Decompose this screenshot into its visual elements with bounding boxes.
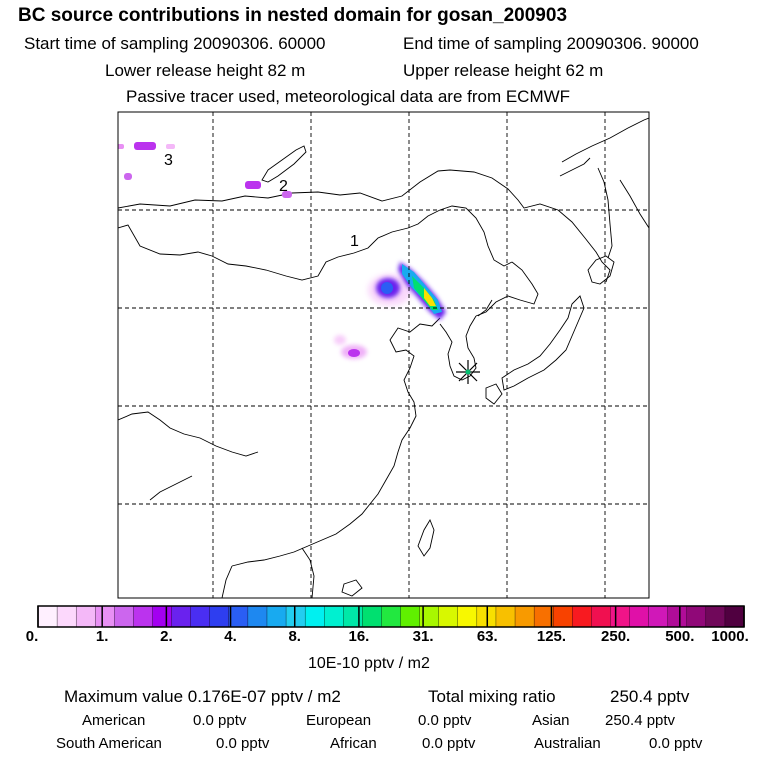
region-value-asian: 250.4 pptv [605,712,676,729]
colorbar-swatch [648,605,669,628]
colorbar-tick-label: 4. [224,628,237,645]
region-value-south-american: 0.0 pptv [216,735,270,752]
colorbar-tick-label: 8. [288,628,301,645]
colorbar-tick-label: 125. [536,628,567,645]
region-name-african: African [330,735,377,752]
colorbar-tick-label: 2. [160,628,173,645]
region-name-australian: Australian [534,735,601,752]
colorbar-swatch [381,605,402,628]
colorbar-swatch [343,605,363,628]
colorbar-swatch [438,605,459,628]
colorbar-swatch [95,605,115,628]
colorbar-swatch [37,605,58,628]
colorbar-swatch [591,605,612,628]
colorbar-swatch [324,605,344,628]
colorbar-tick-label: 1. [95,628,109,645]
region-value-european: 0.0 pptv [418,712,472,729]
tracer-note: Passive tracer used, meteorological data… [126,87,571,106]
colorbar-swatch [514,605,535,628]
colorbar-swatch [133,605,154,628]
upper-release-label: Upper release height 62 m [403,61,604,80]
colorbar-swatch [495,605,516,628]
colorbar-swatch [400,605,421,628]
region-value-australian: 0.0 pptv [649,735,703,752]
colorbar-tick-label: 31. [412,628,434,645]
colorbar-swatch [56,605,77,628]
start-time-label: Start time of sampling 20090306. 60000 [24,34,326,53]
colorbar-swatch [247,605,268,628]
region-name-asian: Asian [532,712,570,729]
colorbar-swatch [266,605,287,628]
plot-title: BC source contributions in nested domain… [18,5,568,26]
map-content: 3 2 1 [118,112,649,598]
map-frame [117,111,650,599]
total-mixing-label: Total mixing ratio [428,687,556,706]
region-label-3: 3 [164,152,173,169]
colorbar-tick-label: 16. [348,628,370,645]
lat-lon-grid [118,112,649,598]
colorbar-tick-label: 63. [476,628,498,645]
colorbar-swatch [75,605,96,628]
colorbar-frame [37,605,745,628]
colorbar-swatch [553,605,573,628]
colorbar-swatch [114,605,134,628]
colorbar-swatch [533,605,554,628]
colorbar [37,605,745,628]
colorbar-swatch [686,605,707,628]
total-mixing-value: 250.4 pptv [610,687,690,706]
colorbar-swatch [629,605,650,628]
colorbar-swatch [190,605,211,628]
concentration-field [118,142,446,359]
colorbar-swatch [209,605,230,628]
colorbar-swatch [152,605,173,628]
region-name-european: European [306,712,372,729]
region-name-american: American [82,712,146,729]
colorbar-tick-label: 500. [665,628,695,645]
colorbar-swatch [610,605,631,628]
colorbar-swatch [667,605,688,628]
colorbar-swatch [362,605,383,628]
colorbar-swatch [228,605,249,628]
region-label-2: 2 [279,178,288,195]
region-name-south-american: South American [56,735,162,752]
colorbar-swatch [285,605,306,628]
colorbar-swatch [705,605,726,628]
max-value-label: Maximum value 0.176E-07 pptv / m2 [64,687,341,706]
lower-release-label: Lower release height 82 m [105,61,306,80]
colorbar-swatch [457,605,478,628]
colorbar-swatch [724,605,745,628]
colorbar-swatch [171,605,192,628]
colorbar-tick-label: 250. [601,628,631,645]
region-value-african: 0.0 pptv [422,735,476,752]
coastlines [118,117,649,598]
region-value-american: 0.0 pptv [193,712,247,729]
colorbar-swatch [572,605,592,628]
station-star-icon [456,360,480,384]
colorbar-tick-label: 0. [25,628,39,645]
end-time-label: End time of sampling 20090306. 90000 [403,34,699,53]
colorbar-swatch [304,605,325,628]
colorbar-unit-label: 10E-10 pptv / m2 [308,655,430,672]
colorbar-tick-label: 1000. [711,628,749,645]
region-label-1: 1 [350,233,359,250]
